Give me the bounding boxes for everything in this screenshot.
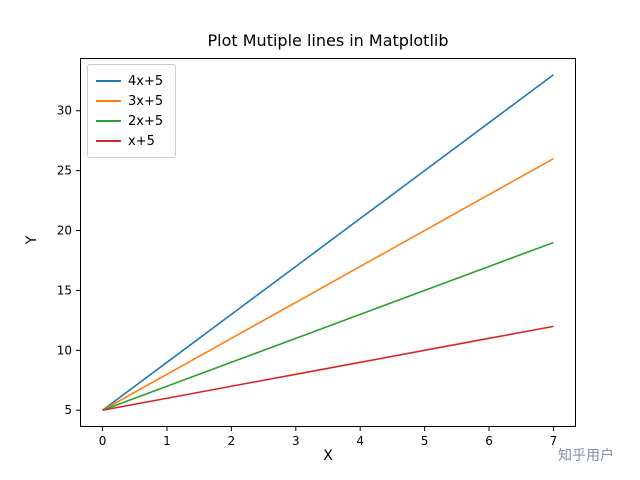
y-tick-label: 10	[57, 343, 72, 357]
series-line-3x+5	[102, 157, 554, 411]
legend-label: 2x+5	[128, 113, 164, 129]
x-tick-label: 2	[228, 434, 236, 448]
legend-label: 3x+5	[128, 93, 164, 109]
axes-frame	[80, 58, 576, 427]
y-tick-label: 25	[57, 164, 72, 178]
legend-line-sample	[96, 100, 121, 102]
y-tick-label: 5	[64, 403, 72, 417]
legend: 4x+5 3x+5 2x+5 x+5	[87, 64, 177, 158]
watermark: 知乎用户	[558, 448, 614, 464]
plot-area: 0 1 2 3 4 5 6 7 5 10 15 20 25 30	[57, 58, 576, 448]
x-tick-label: 5	[421, 434, 429, 448]
x-tick-label: 6	[485, 434, 493, 448]
legend-item: 4x+5	[96, 71, 163, 91]
x-tick-label: 4	[356, 434, 364, 448]
legend-line-sample	[96, 140, 121, 142]
y-tick-label: 30	[57, 104, 72, 118]
x-axis-label: X	[323, 448, 333, 464]
series-line-4x+5	[102, 74, 554, 411]
y-tick-label: 20	[57, 224, 72, 238]
x-tick-label: 7	[550, 434, 558, 448]
chart-title: Plot Mutiple lines in Matplotlib	[207, 31, 449, 50]
legend-item: x+5	[96, 131, 163, 151]
legend-label: 4x+5	[128, 73, 164, 89]
series-line-x+5	[102, 325, 554, 412]
legend-line-sample	[96, 120, 121, 122]
series-line-2x+5	[102, 241, 554, 411]
x-tick-label: 3	[292, 434, 300, 448]
x-tick-label: 0	[99, 434, 107, 448]
legend-label: x+5	[128, 133, 155, 149]
legend-line-sample	[96, 80, 121, 82]
legend-item: 3x+5	[96, 91, 163, 111]
y-tick-label: 15	[57, 283, 72, 297]
legend-item: 2x+5	[96, 111, 163, 131]
x-tick-label: 1	[163, 434, 171, 448]
y-axis-label: Y	[24, 235, 40, 245]
